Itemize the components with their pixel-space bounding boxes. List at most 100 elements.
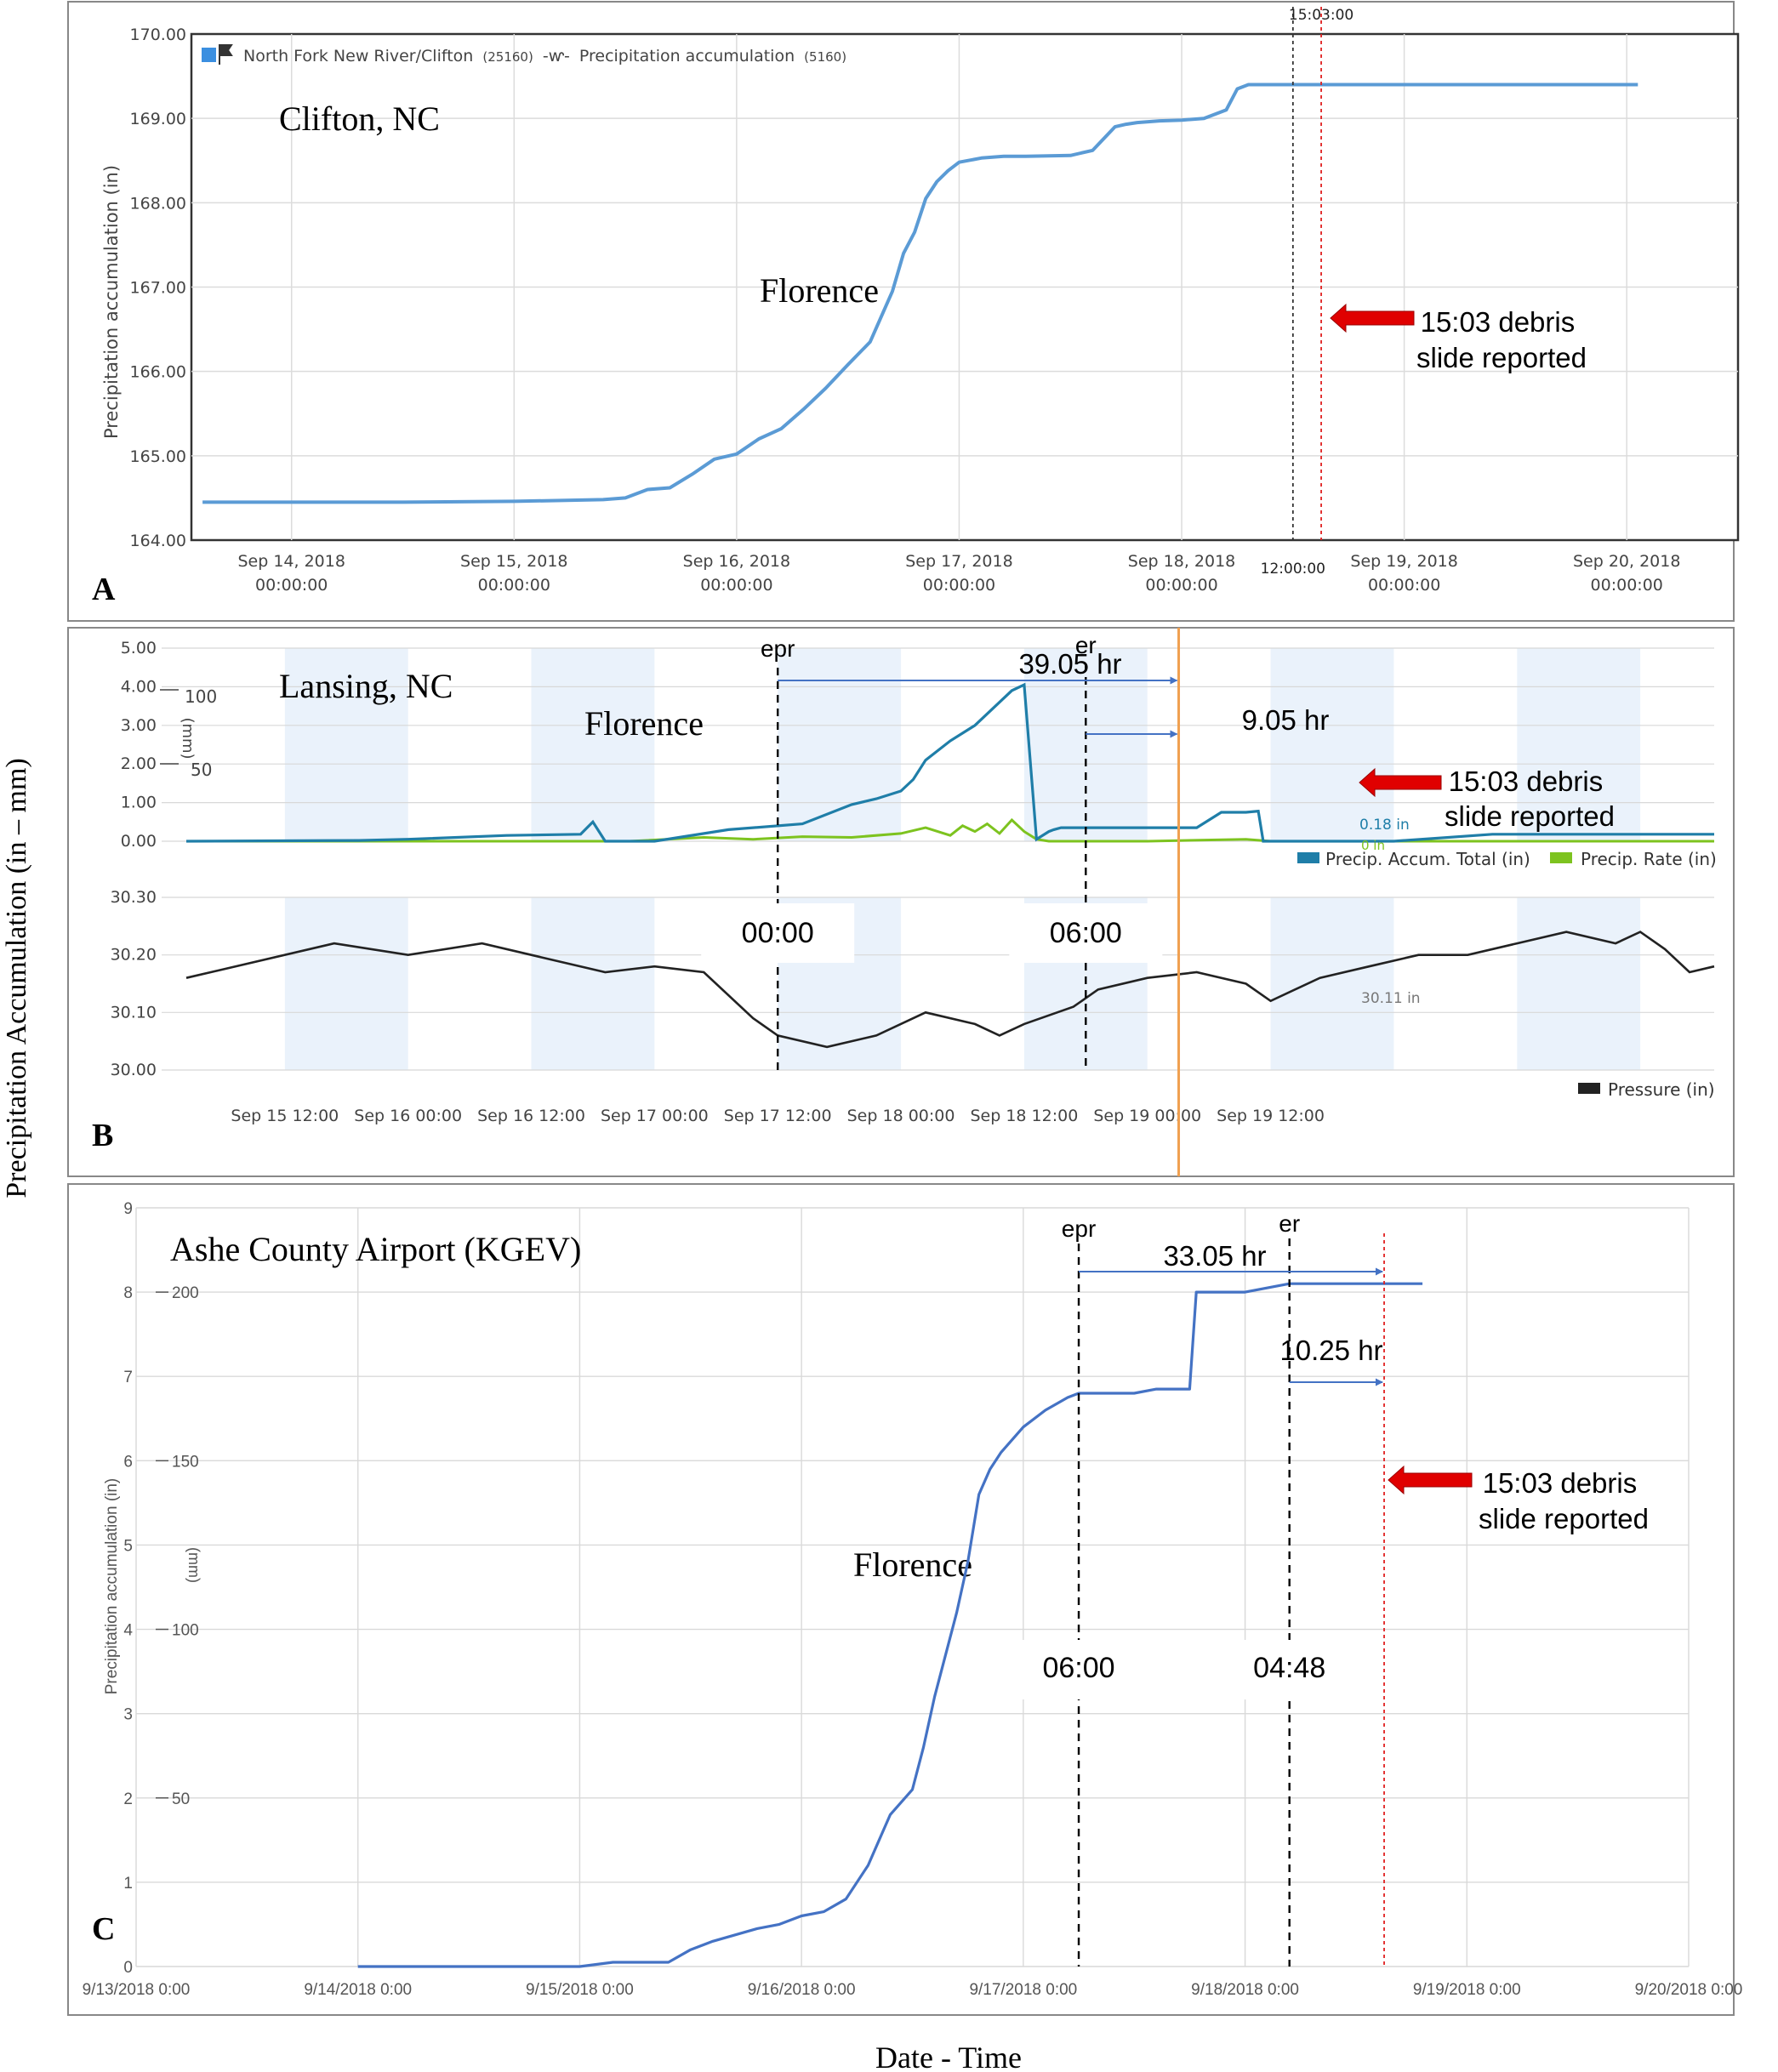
panel-b-day-band-lower [531,897,655,1070]
panel-b-x-tick-label: Sep 18 00:00 [847,1107,955,1125]
panel-a-legend-marker-icon: -ⱳ- [543,47,570,65]
panel-a-x-tick-time: 00:00:00 [923,576,995,595]
figure-x-axis-title: Date - Time [875,2041,1022,2072]
panel-a-x-tick-date: Sep 15, 2018 [460,552,567,571]
panel-a-legend-station: North Fork New River/Clifton [243,47,473,65]
panel-a-y-tick-label: 164.00 [130,532,186,550]
panel-c-y-tick-label: 7 [123,1369,133,1386]
panel-a-y-axis-title: Precipitation accumulation (in) [101,165,122,439]
panel-a-legend-series: Precipitation accumulation [579,47,795,65]
panel-c-y-tick-label: 0 [123,1959,133,1977]
panel-b-x-tick-label: Sep 16 12:00 [477,1107,585,1125]
panel-b-y-ticks: 5.00 4.00 3.00 2.00 1.00 0.00 30.30 30.20 30.10 3… [111,639,157,1079]
panel-c-y-tick-label: 3 [123,1706,133,1724]
panel-b-day-band-upper [1270,648,1394,841]
panel-b-mm-label: (mm) [179,717,197,759]
panel-c-epr-time-box [1015,1640,1143,1699]
panel-b-legend-rate: Precip. Rate (in) [1581,849,1717,869]
panel-b-location: Lansing, NC [279,667,453,705]
panel-a-x-tick-date: Sep 16, 2018 [683,552,790,571]
panel-c-epr-interval: 33.05 hr [1163,1240,1266,1272]
panel-b-mm-tick-100: 100 [185,686,217,707]
panel-c-x-tick-label: 9/20/2018 0:00 [1635,1981,1743,1999]
flag-icon [219,44,233,65]
panel-a-y-tick-label: 167.00 [130,279,186,298]
panel-b-x-tick-label: Sep 15 12:00 [231,1107,339,1125]
panel-b-day-band-upper [1517,648,1641,841]
panel-c-mm-ticks: 200 150 100 50 [156,1284,199,1808]
panel-a-legend-swatch [202,48,216,62]
panel-c-red-arrow [1388,1465,1473,1495]
panel-b-tooltip-rate: 0 in [1361,838,1385,853]
panel-b-upper-y-tick-label: 0.00 [121,832,157,851]
panel-a-x-tick-date: Sep 14, 2018 [237,552,345,571]
panel-a-y-tick-label: 170.00 [130,26,186,44]
panel-b-frame [67,627,1735,1177]
panel-c-storm-label: Florence [853,1545,972,1584]
panel-b-legend-rate-swatch [1550,852,1572,863]
panel-a-legend: North Fork New River/Clifton (25160) -ⱳ-… [243,47,846,65]
panel-b-x-tick-label: Sep 19 12:00 [1217,1107,1325,1125]
panel-b-annotation: 15:03 debris slide reported [1445,766,1615,832]
panel-b-red-arrow [1359,767,1442,798]
panel-a-y-tick-label: 165.00 [130,447,186,466]
panel-c-mm-tick-label: 150 [172,1453,199,1471]
panel-c-mm-tick-label: 100 [172,1622,199,1640]
panel-c-er-time: 04:48 [1253,1652,1325,1684]
panel-b-day-band-upper [284,648,408,841]
panel-c-series-line [357,1282,1423,1968]
panel-b-upper-y-tick-label: 4.00 [121,677,157,696]
panel-b-x-tick-label: Sep 19 00:00 [1093,1107,1201,1125]
panel-b-epr-time-box [701,903,855,963]
panel-b-gridlines [162,647,1714,1071]
panel-a-red-arrow [1330,303,1415,333]
panel-b-storm-label: Florence [584,704,704,743]
panel-a-y-tick-label: 166.00 [130,363,186,382]
panel-a-x-tick-time: 00:00:00 [1368,576,1440,595]
panel-b-er-interval: 9.05 hr [1242,704,1330,736]
panel-b-mm-tick-50: 50 [191,760,212,780]
panel-b-day-band-lower [284,897,408,1070]
panel-b-lower-y-tick-label: 30.10 [111,1003,157,1022]
panel-c-y-tick-label: 4 [123,1622,133,1640]
panel-a-annotation-line2: slide reported [1416,342,1587,373]
panel-b-day-band-upper [531,648,655,841]
panel-c-x-tick-label: 9/14/2018 0:00 [304,1981,412,1999]
panel-a-series-line [202,83,1638,504]
panel-a-marker-1503-label: 15:03:00 [1289,7,1353,24]
panel-b-x-tick-label: Sep 18 12:00 [970,1107,1078,1125]
panel-b-lower-y-tick-label: 30.20 [111,946,157,965]
panel-a-y-tick-label: 168.00 [130,194,186,213]
panel-c-er-interval: 10.25 hr [1279,1335,1382,1366]
panel-a-x-tick-time: 00:00:00 [478,576,550,595]
panel-c-y-tick-label: 6 [123,1453,133,1471]
panel-c-y-tick-label: 8 [123,1284,133,1302]
panel-a-storm-label: Florence [760,271,879,310]
panel-c-y-tick-label: 9 [123,1200,133,1218]
panel-b-lower-y-tick-label: 30.30 [111,888,157,907]
panel-c-mm-tick-label: 50 [172,1790,190,1808]
panel-c-mm-tick-label: 200 [172,1284,199,1302]
panel-a-label: A [92,572,116,607]
panel-b-tooltip-accum: 0.18 in [1359,817,1410,834]
panel-b-epr-time: 00:00 [742,917,814,949]
panel-c-gridlines [135,1207,1690,1967]
panel-b-annotation-line1: 15:03 debris [1449,766,1604,797]
panel-a-annotation-line1: 15:03 debris [1421,306,1576,338]
panel-b-pressure-line [185,931,1715,1049]
panel-c-annotation-line1: 15:03 debris [1483,1467,1638,1499]
panel-a-x-tick-time: 00:00:00 [700,576,772,595]
panel-a-y-ticks: 170.00 169.00 168.00 167.00 166.00 165.00 164.… [130,26,186,550]
panel-b-epr-label: epr [761,635,795,662]
panel-c-epr-label: epr [1062,1215,1096,1242]
panel-c-y-axis-title: Precipitation accumulation (in) [103,1478,121,1695]
panel-b-legend-pressure: Pressure (in) [1608,1079,1715,1100]
panel-b-er-time: 06:00 [1050,917,1122,949]
panel-b-er-time-box [1009,903,1163,963]
panel-b: 5.00 4.00 3.00 2.00 1.00 0.00 30.30 30.20 30.10 3… [67,627,1735,1177]
panel-b-tooltip-pressure: 30.11 in [1361,990,1421,1007]
panel-b-x-ticks: Sep 15 12:00 Sep 16 00:00 Sep 16 12:00 Sep … [231,1107,1325,1125]
panel-b-upper-y-tick-label: 5.00 [121,639,157,657]
